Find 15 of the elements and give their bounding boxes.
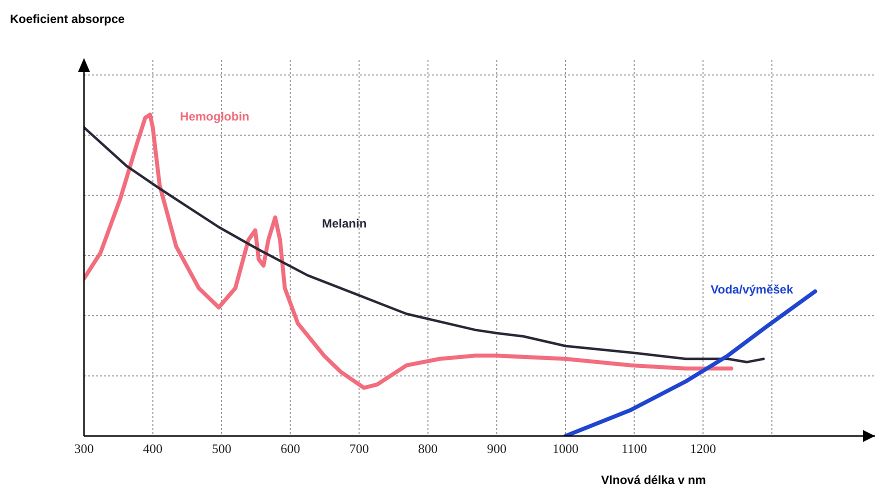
text: Melanin xyxy=(322,216,367,230)
x-tick-label: 700 xyxy=(349,441,369,456)
x-tick-label: 1000 xyxy=(552,441,578,456)
x-tick-label: 600 xyxy=(280,441,300,456)
x-tick-label: 400 xyxy=(143,441,163,456)
series-label: Voda/výměšek xyxy=(710,282,794,296)
x-tick-label: 300 xyxy=(74,441,94,456)
x-tick-label: 500 xyxy=(212,441,232,456)
x-axis-title: Vlnová délka v nm xyxy=(601,473,706,486)
text: Koeficient absorpce xyxy=(10,12,125,26)
x-tick-label: 1200 xyxy=(690,441,716,456)
x-tick-label: 800 xyxy=(418,441,438,456)
text: Hemoglobin xyxy=(180,110,250,124)
x-tick-label: 900 xyxy=(486,441,506,456)
x-tick-label: 1100 xyxy=(621,441,648,456)
